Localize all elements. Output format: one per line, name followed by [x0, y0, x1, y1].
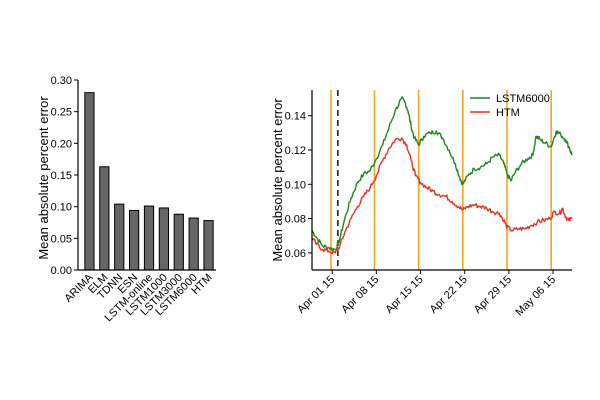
bar-htm — [204, 221, 213, 270]
bar-chart-mape: 0.00 0.05 0.10 0.15 0.20 0.25 0.30 ARIMAELMTDN… — [36, 75, 216, 324]
x-tick-label: Apr 08 15 — [339, 274, 381, 316]
bar-lstm6000 — [189, 218, 198, 270]
line-series — [312, 97, 572, 254]
x-tick-label: Apr 15 15 — [383, 274, 425, 316]
y-tick-label: 0.05 — [51, 233, 72, 245]
y-tick-label: 0.25 — [51, 107, 72, 119]
y-tick-label: 0.20 — [51, 138, 72, 150]
bar-elm — [100, 167, 109, 270]
x-tick-label: Apr 29 15 — [472, 274, 514, 316]
legend-label: LSTM6000 — [496, 93, 550, 105]
bar-arima — [85, 93, 94, 270]
bar-lstm1000 — [159, 208, 168, 270]
y-axis-ticks: 0.00 0.05 0.10 0.15 0.20 0.25 0.30 — [51, 75, 78, 277]
y-tick-label: 0.30 — [51, 75, 72, 87]
bar-series — [85, 93, 213, 270]
bar-lstm-online — [144, 206, 153, 270]
y-axis-label: Mean absolute percent error — [270, 98, 285, 262]
bar-tdnn — [115, 204, 124, 270]
legend-label: HTM — [496, 107, 520, 119]
series-line-lstm6000 — [312, 97, 572, 250]
legend: LSTM6000 HTM — [470, 93, 550, 119]
y-tick-label: 0.12 — [285, 145, 306, 157]
line-chart-mape-over-time: 0.060.080.100.120.14 Apr 01 15 Apr 08 15 A… — [270, 90, 572, 318]
y-tick-label: 0.10 — [285, 179, 306, 191]
y-axis-label: Mean absolute percent error — [36, 96, 51, 260]
y-tick-label: 0.00 — [51, 265, 72, 277]
bar-lstm3000 — [174, 214, 183, 270]
x-axis-ticks: Apr 01 15 Apr 08 15 Apr 15 15 Apr 22 15 Apr … — [295, 270, 558, 318]
y-tick-label: 0.06 — [285, 248, 306, 260]
x-axis-ticks: ARIMAELMTDNNESNLSTM-onlineLSTM1000LSTM30… — [62, 271, 214, 324]
y-tick-label: 0.14 — [285, 111, 306, 123]
x-tick-label: Apr 01 15 — [295, 274, 337, 316]
x-tick-label: Apr 22 15 — [428, 274, 470, 316]
x-tick-label: May 06 15 — [513, 274, 558, 319]
y-tick-label: 0.08 — [285, 214, 306, 226]
bar-esn — [129, 210, 138, 270]
y-axis-ticks: 0.06 0.08 0.10 0.12 0.14 — [285, 111, 312, 260]
y-tick-label: 0.10 — [51, 202, 72, 214]
y-tick-label: 0.15 — [51, 170, 72, 182]
